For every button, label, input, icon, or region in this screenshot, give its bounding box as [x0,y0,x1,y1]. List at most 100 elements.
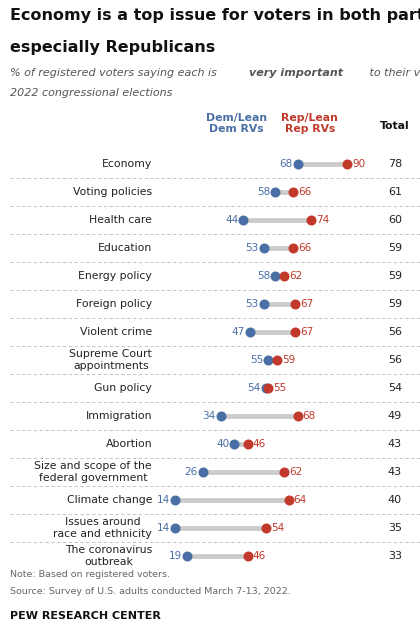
Point [294,159,301,169]
Text: 62: 62 [289,271,302,281]
Point [247,327,253,337]
Text: 68: 68 [279,159,293,169]
Point [272,271,278,281]
Text: 26: 26 [184,467,197,477]
Text: especially Republicans: especially Republicans [10,40,215,55]
Point [240,215,247,225]
Text: 44: 44 [225,215,238,225]
Text: 67: 67 [300,327,314,337]
Point [265,355,271,365]
Text: 74: 74 [316,215,329,225]
Text: 19: 19 [168,551,182,561]
Text: to their vote in the: to their vote in the [366,68,420,78]
Text: 90: 90 [352,159,365,169]
Point [244,551,251,561]
Text: 64: 64 [294,495,307,505]
Text: 35: 35 [388,523,402,533]
Text: Foreign policy: Foreign policy [76,299,152,309]
Text: 59: 59 [388,243,402,253]
Text: 49: 49 [388,411,402,421]
Text: Abortion: Abortion [105,439,152,449]
Text: Economy: Economy [102,159,152,169]
Point [292,299,299,309]
Text: 40: 40 [216,439,229,449]
Text: 55: 55 [273,383,286,393]
Point [290,187,297,197]
Text: 58: 58 [257,187,270,197]
Text: 62: 62 [289,467,302,477]
Text: Economy is a top issue for voters in both parties,: Economy is a top issue for voters in bot… [10,8,420,23]
Text: Climate change: Climate change [67,495,152,505]
Text: very important: very important [249,68,343,78]
Point [231,439,238,449]
Text: 2022 congressional elections: 2022 congressional elections [10,88,172,98]
Text: 46: 46 [253,551,266,561]
Text: Source: Survey of U.S. adults conducted March 7-13, 2022.: Source: Survey of U.S. adults conducted … [10,587,291,596]
Text: 66: 66 [298,243,311,253]
Point [172,523,179,533]
Text: Note: Based on registered voters.: Note: Based on registered voters. [10,570,170,579]
Text: 54: 54 [248,383,261,393]
Point [260,243,267,253]
Text: Rep/Lean
Rep RVs: Rep/Lean Rep RVs [281,113,338,134]
Point [262,523,269,533]
Text: Issues around
race and ethnicity: Issues around race and ethnicity [53,517,152,539]
Text: 59: 59 [282,355,295,365]
Text: PEW RESEARCH CENTER: PEW RESEARCH CENTER [10,610,161,620]
Text: 46: 46 [253,439,266,449]
Point [262,383,269,393]
Point [199,467,206,477]
Text: Health care: Health care [89,215,152,225]
Text: % of registered voters saying each is: % of registered voters saying each is [10,68,220,78]
Text: The coronavirus
outbreak: The coronavirus outbreak [65,545,152,567]
Text: Supreme Court
appointments: Supreme Court appointments [69,349,152,371]
Text: 66: 66 [298,187,311,197]
Point [281,467,287,477]
Text: 56: 56 [388,355,402,365]
Text: 56: 56 [388,327,402,337]
Point [290,243,297,253]
Point [244,439,251,449]
Text: Voting policies: Voting policies [73,187,152,197]
Text: 78: 78 [388,159,402,169]
Point [260,299,267,309]
Text: Energy policy: Energy policy [79,271,152,281]
Text: Dem/Lean
Dem RVs: Dem/Lean Dem RVs [206,113,267,134]
Text: 14: 14 [157,495,171,505]
Text: 58: 58 [257,271,270,281]
Point [294,411,301,421]
Text: 55: 55 [250,355,263,365]
Point [217,411,224,421]
Text: 60: 60 [388,215,402,225]
Point [265,383,271,393]
Text: 40: 40 [388,495,402,505]
Text: Gun policy: Gun policy [94,383,152,393]
Text: 53: 53 [245,299,259,309]
Text: 54: 54 [388,383,402,393]
Text: 47: 47 [232,327,245,337]
Text: 34: 34 [202,411,215,421]
Text: 61: 61 [388,187,402,197]
Text: Immigration: Immigration [86,411,152,421]
Point [274,355,281,365]
Text: 53: 53 [245,243,259,253]
Text: Violent crime: Violent crime [80,327,152,337]
Text: 43: 43 [388,467,402,477]
Text: 59: 59 [388,299,402,309]
Text: 43: 43 [388,439,402,449]
Text: Total: Total [380,121,410,131]
Point [285,495,292,505]
Text: 59: 59 [388,271,402,281]
Text: 68: 68 [302,411,316,421]
Text: 33: 33 [388,551,402,561]
Point [183,551,190,561]
Point [281,271,287,281]
Point [308,215,315,225]
Text: Education: Education [98,243,152,253]
Point [172,495,179,505]
Text: 14: 14 [157,523,171,533]
Point [272,187,278,197]
Point [344,159,351,169]
Text: Size and scope of the
federal government: Size and scope of the federal government [34,461,152,483]
Text: 67: 67 [300,299,314,309]
